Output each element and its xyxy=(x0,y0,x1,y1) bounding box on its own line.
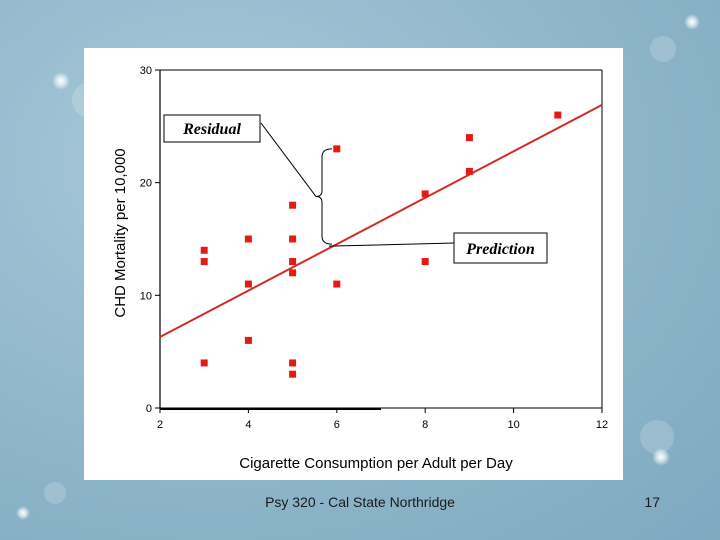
x-tick-label: 8 xyxy=(422,419,428,431)
callouts: Residual Prediction xyxy=(163,114,548,264)
background-sparkle xyxy=(652,448,670,466)
data-point xyxy=(200,359,208,367)
x-tick-label: 4 xyxy=(245,419,251,431)
residual-label: Residual xyxy=(182,121,241,138)
x-tick-label: 12 xyxy=(596,419,608,431)
chart-panel: 2 4 6 8 10 12 0 10 20 30 Residual Prediction Cigar… xyxy=(84,48,623,480)
slide-number: 17 xyxy=(644,494,660,510)
scatter-chart: 2 4 6 8 10 12 0 10 20 30 Residual Prediction Cigar… xyxy=(112,65,608,472)
prediction-connector xyxy=(328,242,455,247)
data-point xyxy=(244,280,252,288)
residual-callout-box xyxy=(163,114,261,143)
regression-line-group xyxy=(159,104,603,338)
data-point xyxy=(465,134,473,142)
chart-axes xyxy=(159,69,603,410)
footer-text: Psy 320 - Cal State Northridge xyxy=(265,494,455,510)
y-tick-label: 0 xyxy=(146,403,152,415)
y-tick-label: 30 xyxy=(140,65,152,77)
prediction-label: Prediction xyxy=(465,241,535,258)
background-sparkle xyxy=(16,506,30,520)
data-point xyxy=(244,235,252,243)
data-point xyxy=(289,370,297,378)
data-point xyxy=(244,336,252,344)
background-bubble xyxy=(650,36,676,62)
background-sparkle xyxy=(684,14,700,30)
residual-brace xyxy=(315,148,333,245)
x-tick-label: 10 xyxy=(507,419,519,431)
regression-line xyxy=(159,104,603,338)
data-point xyxy=(289,201,297,209)
y-tick-label: 20 xyxy=(140,178,152,190)
data-point xyxy=(333,280,341,288)
data-point xyxy=(465,167,473,175)
x-tick-label: 2 xyxy=(157,419,163,431)
background-sparkle xyxy=(52,72,70,90)
data-point xyxy=(289,269,297,277)
data-point xyxy=(554,111,562,119)
prediction-callout-box xyxy=(453,232,548,264)
data-point xyxy=(289,258,297,266)
chart-ticks: 2 4 6 8 10 12 0 10 20 30 xyxy=(140,65,608,431)
data-point xyxy=(289,235,297,243)
data-point xyxy=(289,359,297,367)
data-point xyxy=(333,145,341,153)
background-bubble xyxy=(44,482,66,504)
data-point xyxy=(200,246,208,254)
data-point xyxy=(421,258,429,266)
x-tick-label: 6 xyxy=(334,419,340,431)
y-axis-title: CHD Mortality per 10,000 xyxy=(112,148,129,317)
x-axis-title: Cigarette Consumption per Adult per Day xyxy=(239,455,513,472)
residual-connector xyxy=(260,122,317,197)
data-point xyxy=(421,190,429,198)
y-tick-label: 10 xyxy=(140,290,152,302)
data-points xyxy=(200,111,562,378)
data-point xyxy=(200,258,208,266)
